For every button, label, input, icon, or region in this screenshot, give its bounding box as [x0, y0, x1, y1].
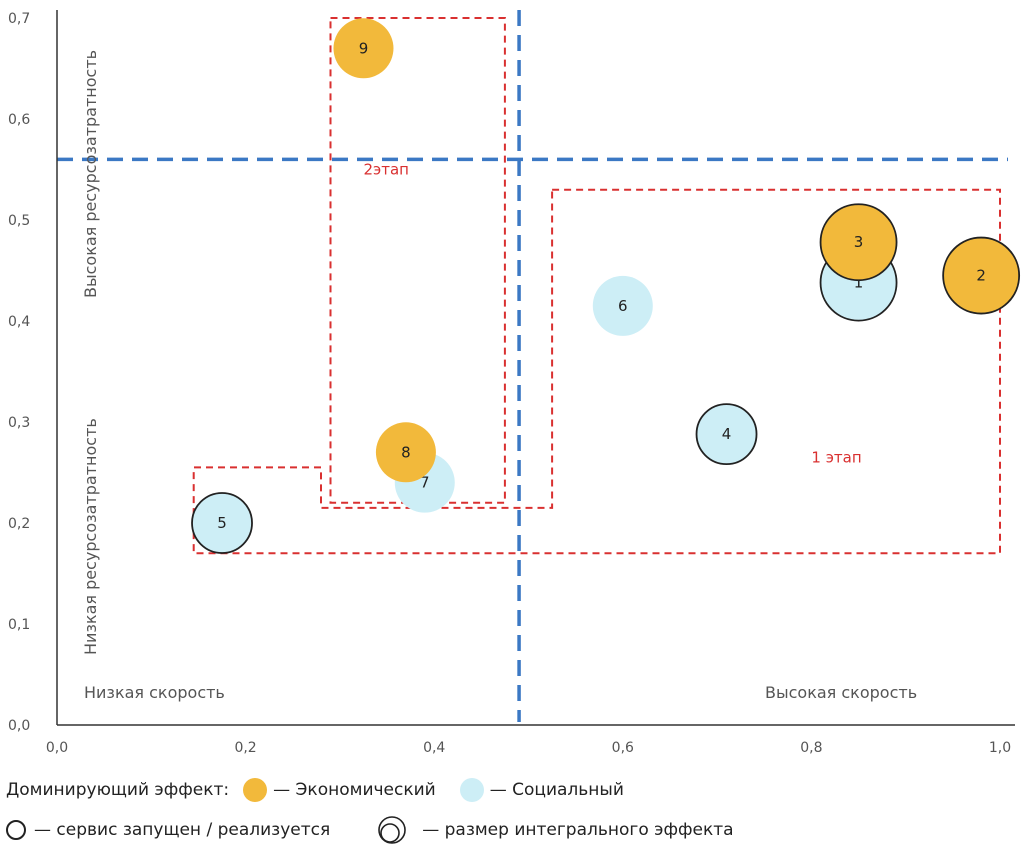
point-4-marker — [695, 403, 758, 466]
y-tick-label: 0,3 — [8, 415, 30, 431]
point-6-label: 6 — [618, 297, 628, 315]
point-8-label: 8 — [401, 443, 411, 461]
social-swatch-icon — [459, 778, 484, 802]
axes: 0,0 0,2 0,4 0,6 0,8 1,0 0,0 0,1 0,2 0,3 0,4 0,5 0,6 0… — [8, 10, 1015, 756]
y-tick-label: 0,0 — [8, 718, 30, 734]
y-tick-label: 0,5 — [8, 213, 30, 229]
legend-launched-label: — сервис запущен / реализуется — [34, 820, 331, 840]
x-tick-label: 0,8 — [800, 740, 822, 756]
x-tick-label: 0,4 — [423, 740, 445, 756]
point-6-marker — [592, 275, 653, 336]
y-tick-label: 0,4 — [8, 314, 30, 330]
data-points: 1 2 3 4 5 6 78 9 — [191, 18, 1021, 554]
legend-size-label: — размер интегрального эффекта — [422, 820, 734, 840]
legend-marker-row: — сервис запущен / реализуется — размер … — [6, 816, 734, 844]
point-3-label: 3 — [854, 233, 864, 251]
point-2-marker — [942, 236, 1021, 315]
zone-label-low-cost: Низкая ресурсозатратность — [81, 418, 100, 655]
point-5-marker — [191, 492, 253, 554]
x-tick-label: 1,0 — [989, 740, 1011, 756]
stage-region-2 — [192, 188, 1001, 555]
point-5-label: 5 — [217, 514, 227, 532]
zone-label-high-cost: Высокая ресурсозатратность — [81, 50, 100, 298]
point-2-label: 2 — [976, 267, 986, 285]
economic-swatch-icon — [243, 778, 268, 802]
y-tick-label: 0,6 — [8, 112, 30, 128]
legend-effect-row: Доминирующий эффект: — Экономический — С… — [6, 778, 624, 802]
point-8-marker — [375, 422, 436, 483]
point-1-label: 1 — [854, 274, 864, 292]
zone-label-high-speed: Высокая скорость — [765, 683, 917, 702]
y-tick-label: 0,2 — [8, 516, 30, 532]
legend-social-label: — Социальный — [489, 780, 624, 800]
launched-ring-icon — [6, 820, 26, 840]
point-3-marker — [819, 203, 898, 282]
zone-labels: Высокая ресурсозатратность Низкая ресурс… — [81, 50, 917, 702]
divider-lines — [57, 10, 1008, 722]
zone-label-low-speed: Низкая скорость — [84, 683, 225, 702]
legend-dominant-label: Доминирующий эффект: — [6, 780, 230, 800]
x-tick-label: 0,6 — [612, 740, 634, 756]
x-tick-label: 0,2 — [234, 740, 256, 756]
x-tick-label: 0,0 — [46, 740, 68, 756]
point-9-marker — [333, 18, 394, 79]
stage-regions: 2этап 1 этап — [192, 17, 1001, 555]
y-tick-label: 0,7 — [8, 11, 30, 27]
point-4-label: 4 — [722, 425, 732, 443]
legend-economic-label: — Экономический — [273, 780, 436, 800]
y-tick-label: 0,1 — [8, 617, 30, 633]
stage-label-1: 1 этап — [811, 448, 861, 466]
point-9-label: 9 — [359, 39, 369, 57]
stage-label-2: 2этап — [363, 161, 409, 179]
size-rings-icon — [370, 816, 416, 844]
point-7-label: 7 — [420, 474, 430, 492]
